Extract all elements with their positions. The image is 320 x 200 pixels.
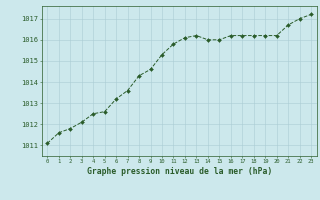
X-axis label: Graphe pression niveau de la mer (hPa): Graphe pression niveau de la mer (hPa) [87,167,272,176]
